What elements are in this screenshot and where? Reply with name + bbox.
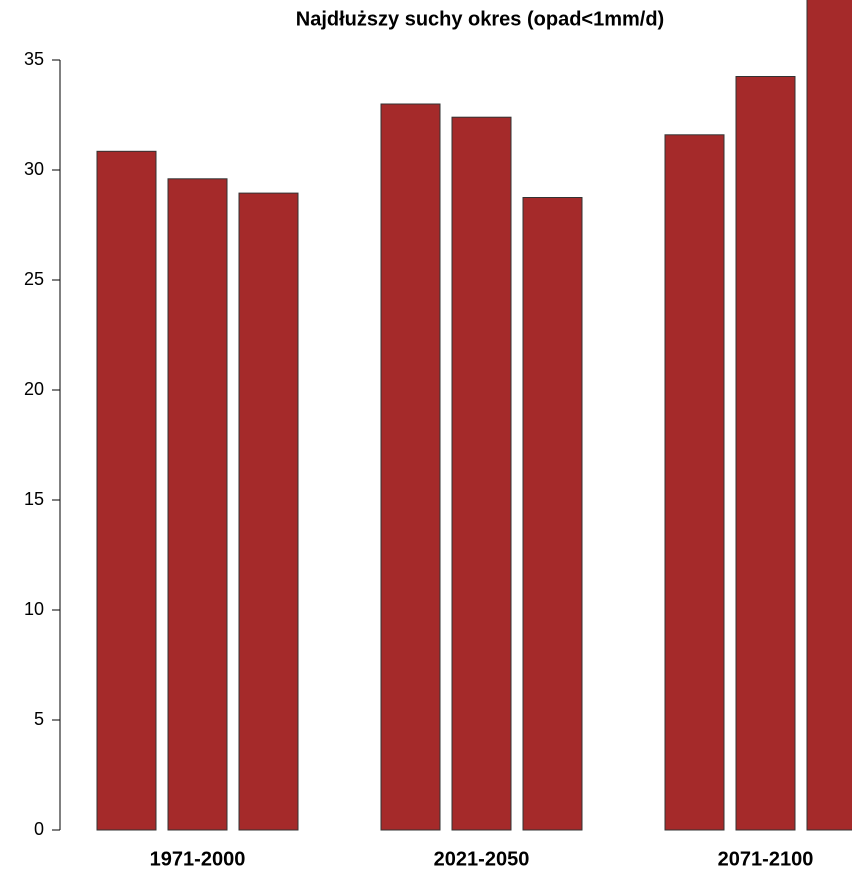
bar bbox=[96, 150, 157, 831]
y-tick-label: 20 bbox=[24, 379, 44, 399]
bar bbox=[380, 103, 441, 831]
bar bbox=[735, 76, 796, 831]
y-tick-label: 10 bbox=[24, 599, 44, 619]
bar bbox=[167, 178, 228, 831]
x-tick-label: 2071-2100 bbox=[718, 848, 814, 870]
bar bbox=[806, 0, 852, 831]
y-tick-label: 30 bbox=[24, 159, 44, 179]
y-tick-label: 25 bbox=[24, 269, 44, 289]
y-tick-label: 35 bbox=[24, 49, 44, 69]
y-tick-label: 0 bbox=[34, 819, 44, 839]
bar bbox=[451, 116, 512, 831]
y-tick-label: 5 bbox=[34, 709, 44, 729]
bar bbox=[522, 197, 583, 831]
x-tick-label: 1971-2000 bbox=[150, 848, 246, 870]
y-tick-label: 15 bbox=[24, 489, 44, 509]
chart-title: Najdłuższy suchy okres (opad<1mm/d) bbox=[296, 8, 664, 30]
x-tick-label: 2021-2050 bbox=[434, 848, 530, 870]
bar bbox=[238, 192, 299, 831]
bar bbox=[664, 134, 725, 831]
